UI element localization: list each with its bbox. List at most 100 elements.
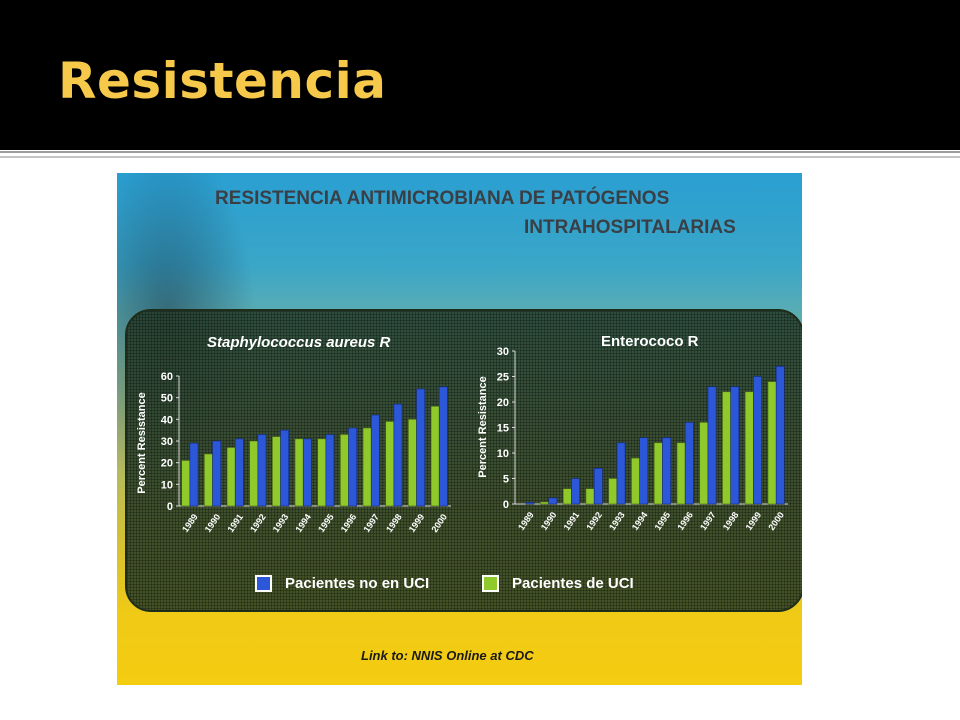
- figure-title-line2: INTRAHOSPITALARIAS: [524, 217, 736, 238]
- x-tick-label-0-7: 1996: [339, 512, 359, 534]
- x-tick-label-1-10: 1999: [744, 510, 764, 532]
- bar-no-uci-0-3: [257, 434, 267, 507]
- bar-uci-1-11: [767, 381, 777, 505]
- bar-uci-0-4: [272, 436, 281, 507]
- legend-item-no-uci: Pacientes no en UCI: [255, 575, 429, 592]
- bar-no-uci-1-1: [548, 497, 558, 505]
- bar-uci-0-1: [204, 453, 213, 507]
- legend-swatch-green: [482, 575, 499, 592]
- bar-no-uci-0-8: [370, 414, 380, 507]
- bar-uci-1-10: [744, 391, 754, 505]
- bar-uci-0-7: [340, 434, 349, 507]
- x-tick-label-1-9: 1998: [721, 510, 741, 532]
- divider-line: [0, 151, 960, 153]
- x-tick-label-1-6: 1995: [653, 510, 673, 532]
- bar-uci-1-7: [676, 442, 686, 505]
- legend-label-no-uci: Pacientes no en UCI: [285, 575, 430, 592]
- bar-no-uci-0-11: [438, 386, 448, 507]
- x-tick-label-1-0: 1989: [516, 510, 536, 532]
- y-tick-label-1-1: 5: [503, 474, 509, 486]
- x-tick-label-1-4: 1993: [607, 510, 627, 532]
- bar-no-uci-0-4: [280, 429, 290, 507]
- y-tick-label-1-4: 20: [497, 397, 509, 409]
- legend-swatch-blue: [255, 575, 272, 592]
- bar-no-uci-1-4: [616, 442, 626, 505]
- bar-uci-0-5: [294, 438, 304, 507]
- x-tick-label-1-5: 1994: [630, 510, 650, 532]
- bar-no-uci-0-6: [325, 434, 335, 507]
- bar-no-uci-1-8: [707, 386, 717, 505]
- legend-item-uci: Pacientes de UCI: [482, 575, 634, 592]
- bar-charts-svg: Staphylococcus aureus R Percent Resistanc…: [136, 333, 788, 534]
- x-tick-label-1-8: 1997: [698, 510, 718, 532]
- bar-no-uci-0-7: [348, 427, 358, 507]
- source-link[interactable]: Link to: NNIS Online at CDC: [361, 648, 534, 663]
- bar-uci-1-8: [699, 422, 709, 505]
- y-tick-label-0-1: 10: [161, 479, 173, 491]
- bar-uci-1-5: [631, 457, 640, 505]
- x-tick-label-0-6: 1995: [316, 512, 336, 534]
- bar-uci-0-6: [317, 438, 327, 507]
- title-bar: [0, 0, 960, 150]
- chart-title-0: Staphylococcus aureus R: [207, 334, 391, 351]
- x-tick-label-0-10: 1999: [407, 512, 427, 534]
- x-tick-label-0-5: 1994: [293, 512, 313, 534]
- bar-no-uci-1-6: [662, 437, 671, 505]
- bar-no-uci-1-9: [730, 386, 740, 505]
- x-tick-label-0-9: 1998: [384, 512, 404, 534]
- bar-no-uci-1-11: [775, 366, 785, 505]
- y-axis-label-0: Percent Resistance: [136, 392, 148, 494]
- bar-no-uci-0-1: [212, 440, 222, 507]
- bar-no-uci-0-10: [416, 388, 426, 507]
- bar-uci-1-2: [562, 488, 572, 505]
- y-tick-label-1-2: 10: [497, 448, 509, 460]
- y-tick-label-0-0: 0: [167, 501, 173, 513]
- y-axis-label-1: Percent Resistance: [477, 376, 489, 478]
- x-tick-label-1-2: 1991: [562, 510, 582, 532]
- y-tick-label-1-6: 30: [497, 346, 509, 358]
- x-tick-label-1-7: 1996: [675, 510, 695, 532]
- x-tick-label-1-1: 1990: [539, 510, 559, 532]
- slide-title: Resistencia: [58, 52, 387, 110]
- y-tick-label-0-4: 40: [161, 414, 173, 426]
- bar-no-uci-1-2: [571, 478, 580, 505]
- bar-uci-0-0: [181, 460, 191, 507]
- bar-no-uci-0-9: [393, 403, 403, 507]
- chart-title-1: Enterococo R: [601, 333, 699, 350]
- divider-line-secondary: [0, 156, 960, 158]
- x-tick-label-0-3: 1992: [248, 512, 268, 534]
- y-tick-label-1-5: 25: [497, 372, 509, 384]
- bar-no-uci-1-10: [753, 376, 762, 505]
- y-tick-label-1-3: 15: [497, 423, 509, 435]
- bar-uci-0-3: [249, 440, 259, 507]
- y-tick-label-0-3: 30: [161, 436, 173, 448]
- bar-uci-1-6: [653, 442, 663, 505]
- y-tick-label-0-6: 60: [161, 371, 173, 383]
- x-tick-label-0-8: 1997: [361, 512, 381, 534]
- y-tick-label-0-5: 50: [161, 393, 173, 405]
- bar-uci-1-9: [722, 391, 731, 505]
- x-tick-label-0-4: 1993: [271, 512, 291, 534]
- bar-uci-0-9: [385, 421, 395, 507]
- bar-uci-1-4: [608, 478, 618, 505]
- bar-uci-1-1: [540, 501, 549, 505]
- x-tick-label-0-11: 2000: [429, 512, 449, 534]
- y-tick-label-1-0: 0: [503, 499, 509, 511]
- bar-no-uci-0-0: [189, 442, 199, 507]
- bar-no-uci-1-5: [639, 437, 649, 505]
- x-tick-label-1-11: 2000: [766, 510, 786, 532]
- x-tick-label-1-3: 1992: [584, 510, 604, 532]
- bar-uci-0-8: [362, 427, 372, 507]
- chart-figure: RESISTENCIA ANTIMICROBIANA DE PATÓGENOS …: [117, 173, 802, 685]
- bar-no-uci-0-2: [234, 438, 244, 507]
- bar-no-uci-0-5: [302, 438, 312, 507]
- bar-no-uci-1-3: [593, 467, 603, 505]
- bar-no-uci-1-7: [684, 422, 694, 505]
- y-tick-label-0-2: 20: [161, 458, 173, 470]
- figure-title-line1: RESISTENCIA ANTIMICROBIANA DE PATÓGENOS: [215, 188, 670, 209]
- bar-uci-0-10: [408, 419, 417, 507]
- bar-uci-1-3: [585, 488, 595, 505]
- x-tick-label-0-2: 1991: [225, 512, 245, 534]
- x-tick-label-0-1: 1990: [203, 512, 223, 534]
- legend-label-uci: Pacientes de UCI: [512, 575, 634, 592]
